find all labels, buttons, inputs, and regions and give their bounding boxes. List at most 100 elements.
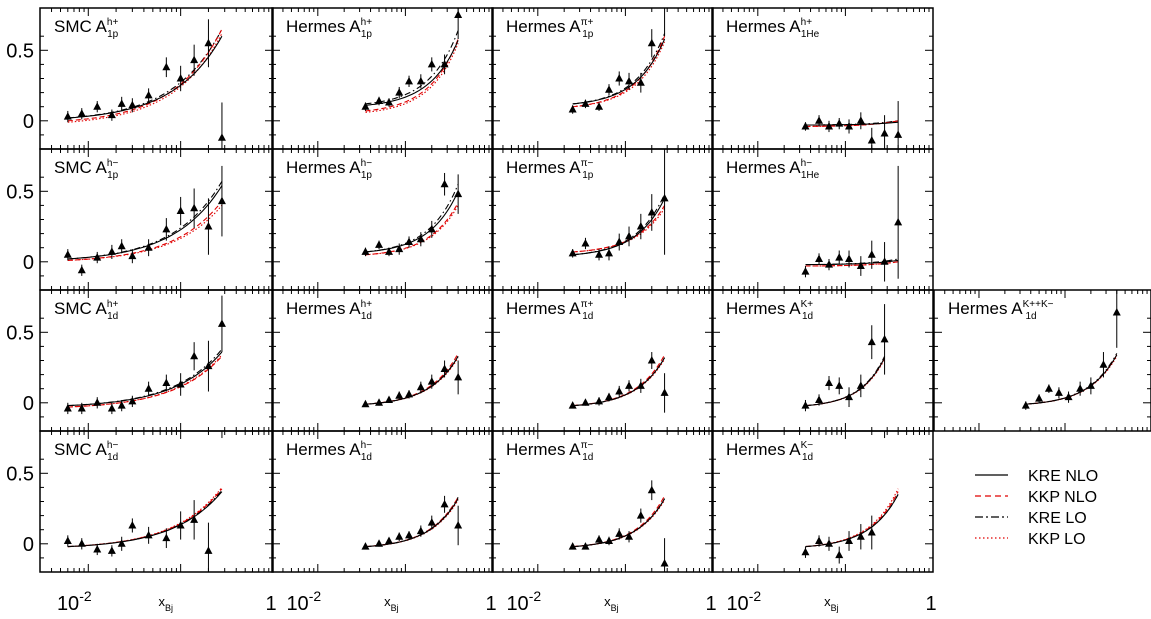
data-point — [128, 396, 137, 405]
data-point — [117, 401, 126, 409]
x-tick-label: 10-2 — [726, 588, 761, 615]
data-point — [568, 401, 577, 409]
curve-kre-lo — [67, 181, 223, 260]
data-point — [361, 102, 370, 110]
curve-kkp-nlo — [572, 495, 666, 548]
panel-title-sub: 1d — [802, 452, 813, 463]
curve-kkp-nlo — [365, 202, 459, 256]
data-point — [595, 535, 604, 543]
data-point — [176, 74, 185, 82]
data-point — [605, 248, 614, 257]
data-point — [144, 90, 153, 99]
panel-3: Hermes Aπ+ 1p — [491, 7, 714, 150]
data-point — [144, 530, 153, 539]
panel-1: SMC Ah+ 1p 0.5 0 — [6, 7, 274, 150]
panel-title: Hermes Aπ+ 1d — [506, 299, 594, 322]
data-point — [416, 382, 425, 391]
x-axis-title: xBj — [824, 594, 839, 613]
data-point — [385, 536, 394, 544]
panel-title-sub: 1d — [361, 311, 372, 322]
data-point — [440, 59, 449, 68]
y-tick-label: 0.5 — [6, 463, 34, 485]
legend: KRE NLO KKP NLO KRE LO KKP LO — [975, 468, 1098, 548]
data-point — [361, 247, 370, 255]
x-axis-title: xBj — [159, 594, 174, 613]
data-point — [880, 128, 889, 137]
data-point — [867, 250, 876, 258]
panel-17: Hermes AK− 1d — [711, 430, 934, 573]
panel-title-sub: 1d — [802, 311, 813, 322]
panel-title-sub: 1p — [361, 170, 373, 181]
data-point — [176, 379, 185, 388]
data-point — [636, 511, 645, 519]
data-point — [605, 392, 614, 401]
panel-title-sup: h− — [801, 158, 813, 169]
data-point — [647, 38, 656, 47]
x-tick-label-exp: -2 — [529, 588, 542, 604]
data-point — [375, 398, 384, 406]
data-point — [1076, 384, 1085, 392]
data-point — [427, 518, 436, 526]
data-point — [375, 240, 384, 248]
data-point — [416, 234, 425, 243]
panel-6: Hermes Ah− 1p — [271, 148, 494, 291]
x-tick-label-exp: -2 — [79, 588, 92, 604]
data-point — [647, 207, 656, 216]
data-point — [77, 403, 86, 412]
curve-kre-nlo — [572, 498, 666, 548]
data-point — [176, 520, 185, 529]
data-point — [835, 119, 844, 127]
panel-title-sup: K++K− — [1023, 299, 1054, 310]
data-point — [63, 403, 72, 412]
curve-kkp-nlo — [572, 205, 666, 253]
panel-7: Hermes Aπ− 1p — [491, 148, 714, 291]
data-point — [405, 76, 414, 85]
data-point — [427, 224, 436, 233]
y-tick-label: 0.5 — [6, 40, 34, 62]
data-point — [395, 244, 404, 253]
curve-kre-lo — [572, 498, 666, 548]
legend-label: KKP NLO — [1028, 489, 1097, 506]
y-tick-label: 0.5 — [6, 181, 34, 203]
data-point — [581, 238, 590, 247]
panel-title-sup: h+ — [107, 299, 119, 310]
data-point — [128, 251, 137, 260]
panel-4: Hermes Ah+ 1He — [711, 7, 934, 150]
data-point — [856, 116, 865, 124]
curve-kre-nlo — [1025, 354, 1118, 405]
data-point — [568, 105, 577, 113]
data-point — [440, 364, 449, 372]
curve-kkp-lo — [67, 33, 223, 123]
panel-14: SMC Ah− 1d 0.5 0 — [6, 430, 274, 573]
curve-kkp-nlo — [67, 200, 223, 261]
data-point — [427, 377, 436, 385]
panel-title: Hermes AK++K− 1d — [948, 299, 1054, 322]
panel-title-sup: h+ — [801, 17, 813, 28]
y-tick-label: 0 — [23, 393, 34, 415]
panel-title-sub: 1d — [107, 452, 118, 463]
data-point — [385, 97, 394, 106]
data-point — [128, 520, 137, 529]
data-point — [395, 532, 404, 540]
data-point — [454, 372, 463, 381]
data-point — [190, 55, 199, 64]
data-point — [605, 85, 614, 93]
data-point — [162, 224, 171, 233]
data-point — [647, 485, 656, 494]
data-point — [815, 395, 824, 403]
data-point — [636, 381, 645, 389]
data-point — [1021, 401, 1030, 409]
data-point — [361, 542, 370, 550]
data-point — [416, 526, 425, 535]
panel-title: Hermes Ah− 1p — [286, 158, 372, 181]
data-point — [144, 384, 153, 392]
data-point — [835, 253, 844, 261]
curve-kre-nlo — [67, 185, 223, 260]
data-point — [77, 109, 86, 117]
x-axis-title-sub: Bj — [611, 603, 619, 613]
data-point — [595, 250, 604, 258]
data-point — [204, 38, 213, 47]
data-point — [1086, 381, 1095, 389]
curve-kkp-lo — [67, 354, 223, 408]
